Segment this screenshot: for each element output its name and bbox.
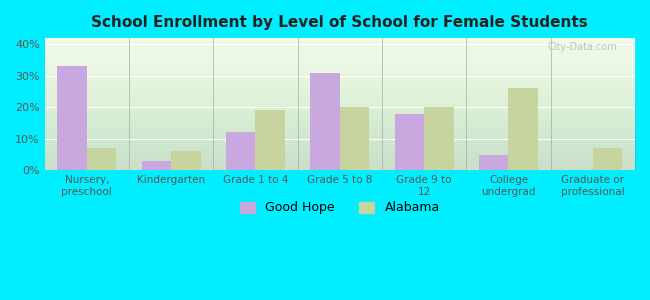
Legend: Good Hope, Alabama: Good Hope, Alabama bbox=[235, 196, 445, 220]
Bar bbox=[340, 107, 369, 170]
Text: City-Data.com: City-Data.com bbox=[547, 42, 618, 52]
Bar bbox=[255, 110, 285, 170]
Bar bbox=[226, 133, 255, 170]
Bar bbox=[171, 152, 201, 170]
Bar bbox=[593, 148, 622, 170]
Title: School Enrollment by Level of School for Female Students: School Enrollment by Level of School for… bbox=[92, 15, 588, 30]
Bar bbox=[310, 73, 340, 170]
Bar bbox=[57, 66, 87, 170]
Bar bbox=[424, 107, 454, 170]
Bar bbox=[87, 148, 116, 170]
Bar bbox=[395, 114, 424, 170]
Bar bbox=[142, 161, 171, 170]
Bar bbox=[508, 88, 538, 170]
Bar bbox=[479, 154, 508, 170]
